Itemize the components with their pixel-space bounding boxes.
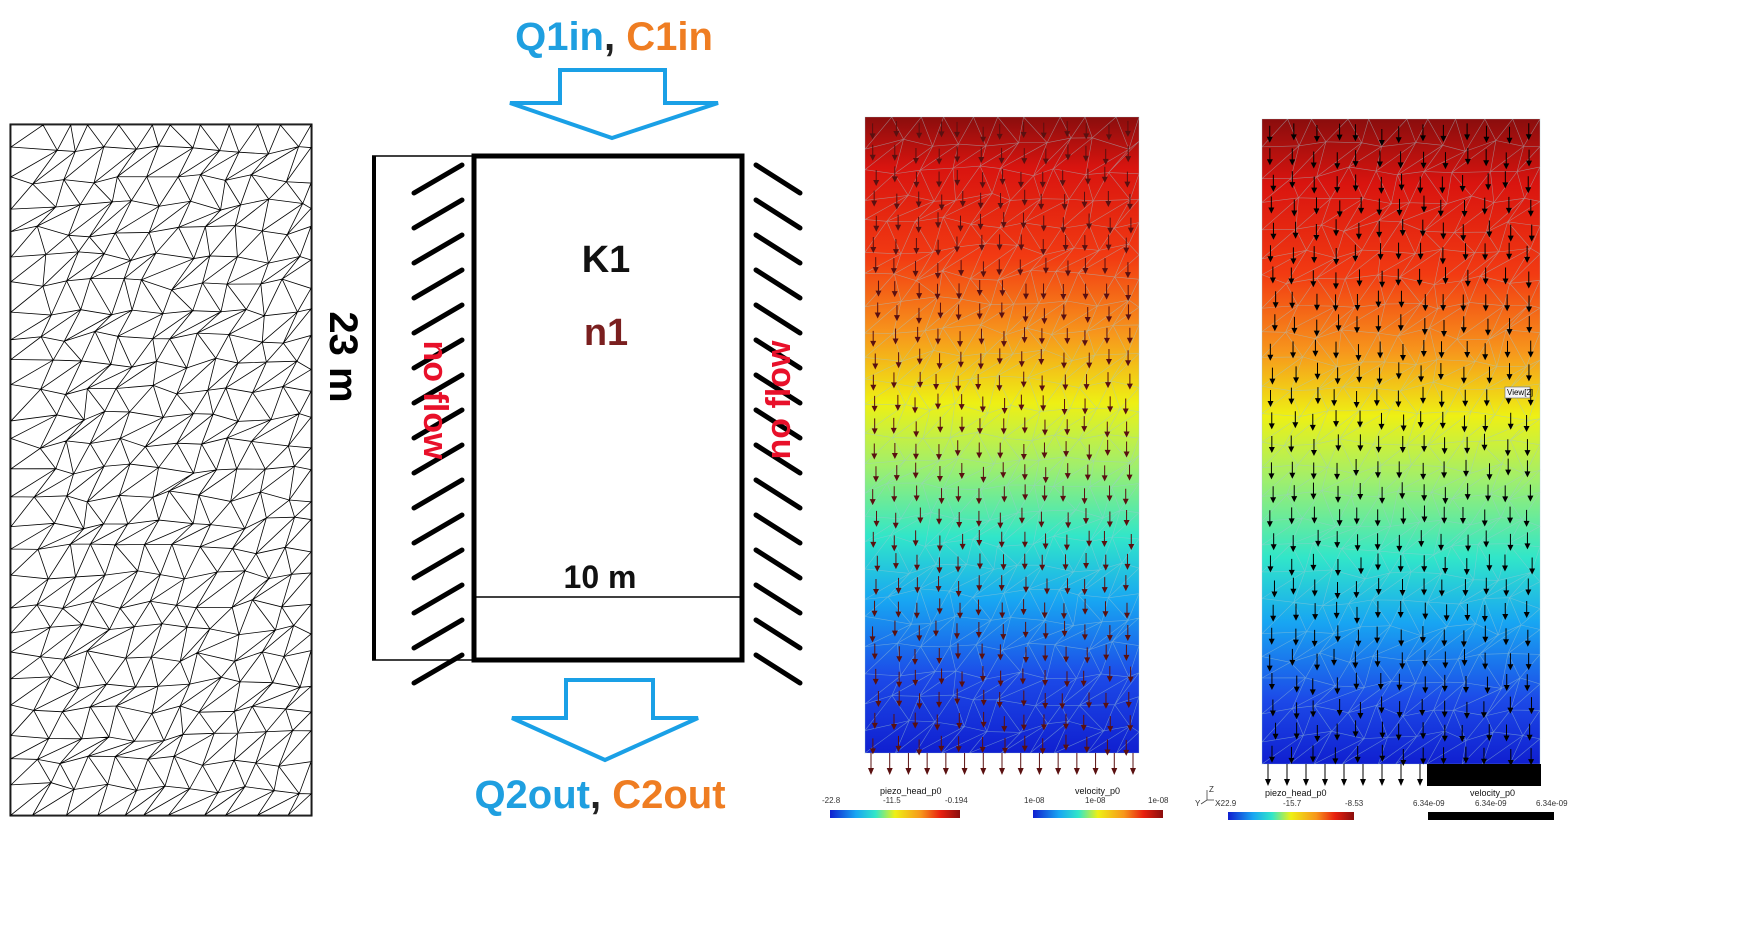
- legend-1-velocity-title: velocity_p0: [1075, 786, 1120, 796]
- domain-box: [471, 153, 745, 663]
- outflow-c-label: C2out: [612, 773, 725, 817]
- outflow-label: Q2out, C2out: [474, 773, 725, 817]
- legend-1-velocity-tick-mid: 1e-08: [1085, 796, 1106, 805]
- velocity-arrow-shafts: [1267, 123, 1535, 784]
- right-wall-hatch: [753, 162, 803, 686]
- outflow-arrow: [511, 678, 699, 763]
- width-label: 10 m: [564, 559, 637, 595]
- legend-1-velocity-tick-min: 1e-08: [1024, 796, 1045, 805]
- right-boundary-label: no flow: [760, 340, 798, 460]
- legend-1-head-title: piezo_head_p0: [880, 786, 942, 796]
- porosity-label: n1: [584, 312, 628, 354]
- inflow-q-label: Q1in: [515, 15, 604, 59]
- legend-2-head-title: piezo_head_p0: [1265, 788, 1327, 798]
- legend-2-velocity-colorbar: [1428, 812, 1554, 820]
- mesh-edges: [1261, 118, 1542, 765]
- legend-2-velocity-tick-min: 6.34e-09: [1413, 799, 1445, 808]
- inflow-label: Q1in, C1in: [515, 15, 713, 59]
- legend-2-velocity-title: velocity_p0: [1470, 788, 1515, 798]
- axis-z-label: Z: [1209, 785, 1214, 794]
- result-panel-2: View[2] Z Y X piezo_head_p0 -22.9 -15.7 …: [1195, 118, 1568, 820]
- result-panel-1: piezo_head_p0 -22.8 -11.5 -0.194 velocit…: [822, 116, 1169, 818]
- axes-triad: Z Y X: [1195, 785, 1221, 808]
- legend-1-head-tick-mid: -11.5: [883, 796, 901, 805]
- conceptual-diagram: Q1in, C1in 23 m K1 n1 10 m no flow no fl…: [321, 15, 803, 817]
- legend-1-head-tick-max: -0.194: [945, 796, 968, 805]
- black-bar: [1427, 764, 1541, 786]
- legend-2-head-colorbar: [1228, 812, 1354, 820]
- axis-y-label: Y: [1195, 799, 1201, 808]
- inflow-arrow: [509, 68, 719, 141]
- mesh-overlay-1: [864, 116, 1141, 754]
- legend-1-velocity-colorbar: [1033, 810, 1163, 818]
- mesh-triangulation: [10, 124, 313, 817]
- legend-1-velocity-tick-max: 1e-08: [1148, 796, 1169, 805]
- wall-hatch-lines: [753, 162, 803, 686]
- velocity-arrow-heads: [868, 130, 1136, 775]
- mesh-edges: [864, 116, 1141, 754]
- velocity-arrows-1: [868, 120, 1136, 775]
- left-boundary-label: no flow: [416, 341, 454, 461]
- permeability-label: K1: [582, 239, 631, 281]
- legend-2-head-tick-min: -22.9: [1218, 799, 1237, 808]
- axis-x-label: X: [1215, 799, 1221, 808]
- mesh-edges: [10, 124, 313, 817]
- velocity-arrows-2: [1265, 123, 1537, 787]
- piezo-head-field-1: [865, 117, 1139, 753]
- velocity-arrow-shafts: [870, 120, 1134, 773]
- legend-1-head-tick-min: -22.8: [822, 796, 841, 805]
- view-tag-box: [1504, 386, 1531, 399]
- legend-2-velocity-tick-max: 6.34e-09: [1536, 799, 1568, 808]
- legend-2-head-tick-max: -8.53: [1345, 799, 1364, 808]
- inflow-c-label: C1in: [626, 15, 713, 59]
- view-tag-label: View[2]: [1507, 388, 1533, 397]
- legend-1-head-colorbar: [830, 810, 960, 818]
- mesh-overlay-2: [1261, 118, 1542, 765]
- height-label: 23 m: [321, 311, 365, 402]
- wall-hatch-lines: [411, 162, 465, 686]
- legend-2-velocity-tick-mid: 6.34e-09: [1475, 799, 1507, 808]
- outflow-q-label: Q2out: [474, 773, 590, 817]
- mesh-panel: [9, 123, 313, 817]
- legend-2-head-tick-mid: -15.7: [1283, 799, 1302, 808]
- left-wall-hatch: [411, 162, 465, 686]
